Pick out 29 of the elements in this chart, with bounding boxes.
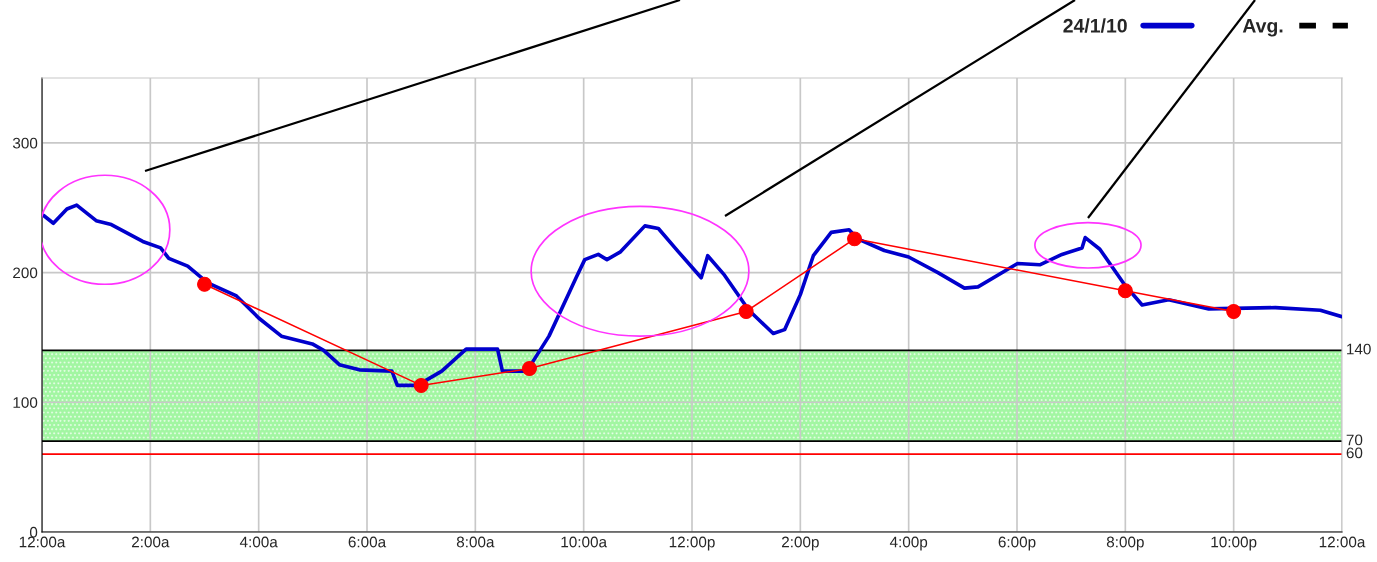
point: [522, 361, 537, 377]
x-tick-label: 6:00p: [998, 536, 1036, 551]
point: [1117, 283, 1133, 299]
ref-line-label: 60: [1346, 447, 1363, 459]
x-tick-label: 8:00a: [456, 536, 495, 548]
x-tick-label: 4:00p: [889, 536, 928, 551]
x-tick-label: 2:00a: [131, 536, 170, 548]
point: [197, 276, 212, 292]
x-tick-label: 4:00a: [239, 536, 278, 548]
point: [413, 377, 429, 393]
y-tick-label: 100: [13, 397, 38, 408]
point: [847, 231, 862, 247]
legend-label: Avg.: [1242, 19, 1283, 37]
x-tick-label: 10:00p: [1211, 536, 1257, 551]
ref-line-label: 70: [1346, 434, 1363, 446]
x-tick-label: 12:00a: [19, 536, 66, 548]
x-tick-label: 2:00p: [781, 536, 819, 551]
point: [1226, 304, 1242, 319]
legend-label: 24/1/10: [1063, 18, 1127, 33]
x-tick-label: 12:00a: [1319, 536, 1366, 548]
y-tick-label: 0: [29, 526, 38, 538]
ref-line-label: 140: [1347, 343, 1371, 355]
y-tick-label: 200: [13, 267, 38, 279]
x-tick-label: 12:00p: [669, 536, 715, 551]
x-tick-label: 10:00a: [561, 536, 608, 548]
point: [738, 304, 754, 319]
x-tick-label: 6:00a: [348, 536, 387, 548]
y-tick-label: 300: [12, 137, 38, 149]
x-tick-label: 8:00p: [1106, 536, 1144, 551]
